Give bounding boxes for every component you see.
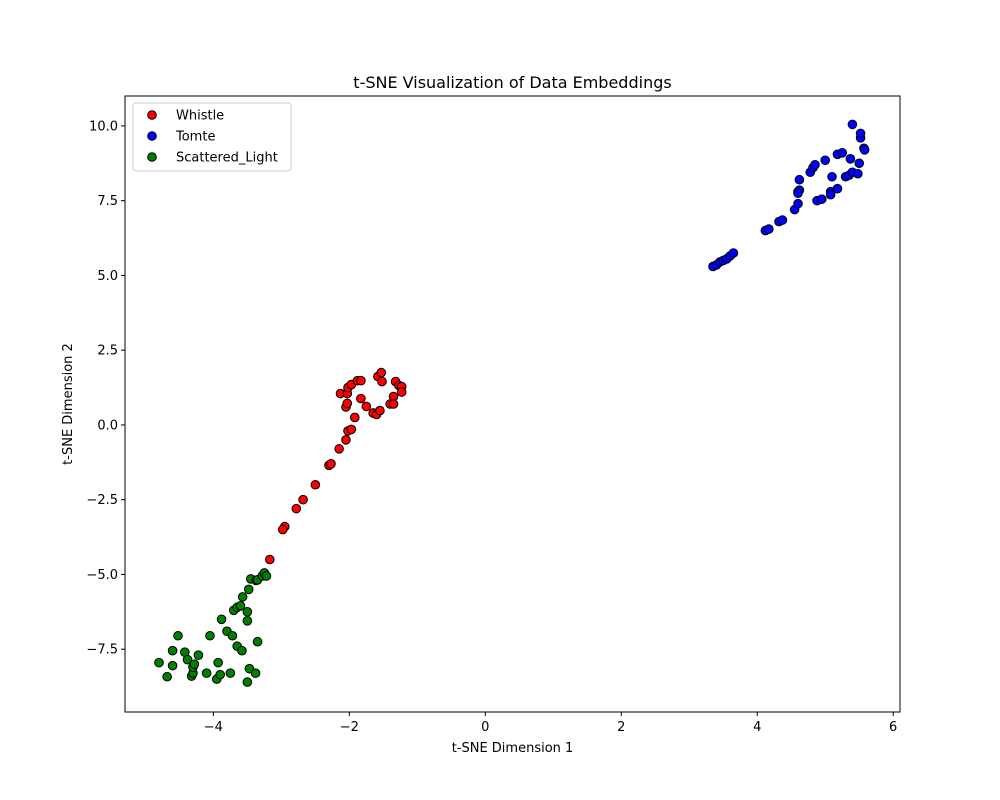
point-scattered-light — [216, 614, 227, 625]
x-axis: −4 −2 0 2 4 6 — [204, 712, 897, 735]
point-whistle — [349, 412, 360, 423]
point-scattered-light — [227, 630, 238, 641]
point-whistle — [341, 435, 351, 445]
x-tick-label: 6 — [889, 720, 897, 735]
point-whistle — [356, 375, 366, 386]
y-tick-label: −2.5 — [86, 493, 118, 508]
point-whistle — [334, 444, 344, 454]
plot-frame — [124, 95, 901, 713]
x-tick-label: 4 — [753, 720, 761, 735]
point-tomte — [854, 158, 865, 169]
point-tomte — [859, 145, 870, 155]
point-scattered-light — [235, 601, 246, 611]
point-scattered-light — [237, 592, 248, 602]
point-tomte — [853, 168, 863, 179]
legend-label-scattered-light: Scattered_Light — [176, 151, 278, 166]
point-scattered-light — [154, 657, 164, 668]
point-tomte — [728, 248, 739, 258]
point-tomte — [793, 188, 803, 198]
y-tick-label: 5.0 — [97, 269, 118, 284]
point-scattered-light — [182, 654, 193, 665]
x-tick-label: −2 — [340, 720, 359, 735]
y-tick-label: −7.5 — [86, 643, 118, 658]
point-whistle — [326, 459, 336, 469]
point-scattered-light — [242, 607, 253, 617]
point-scattered-light — [167, 660, 178, 671]
chart-title: t-SNE Visualization of Data Embeddings — [353, 73, 671, 92]
point-tomte — [794, 174, 805, 185]
point-whistle — [291, 503, 302, 514]
point-scattered-light — [201, 668, 212, 678]
point-scattered-light — [215, 669, 225, 680]
y-tick-label: 7.5 — [97, 194, 118, 209]
point-scattered-light — [162, 671, 172, 682]
point-scattered-light — [205, 630, 215, 641]
point-tomte — [820, 155, 831, 166]
point-scattered-light — [242, 677, 253, 687]
point-scattered-light — [252, 636, 263, 647]
y-tick-label: −5.0 — [86, 568, 118, 583]
point-tomte — [793, 198, 803, 209]
point-tomte — [827, 171, 837, 182]
point-scattered-light — [173, 630, 183, 641]
point-tomte — [855, 128, 866, 139]
point-whistle — [377, 376, 387, 387]
legend-label-tomte: Tomte — [175, 130, 215, 145]
legend: Whistle Tomte Scattered_Light — [132, 102, 292, 172]
point-scattered-light — [261, 571, 272, 581]
point-scattered-light — [213, 657, 223, 668]
point-whistle — [346, 424, 357, 435]
y-axis-label: t-SNE Dimension 2 — [61, 343, 76, 465]
point-tomte — [832, 183, 843, 194]
legend-marker-scattered-light — [147, 152, 157, 162]
y-tick-label: 10.0 — [89, 119, 118, 134]
x-axis-label: t-SNE Dimension 1 — [452, 741, 574, 756]
point-scattered-light — [237, 645, 247, 656]
plot-area — [125, 96, 900, 712]
point-tomte — [817, 194, 827, 204]
point-tomte — [825, 189, 836, 200]
data-points — [154, 119, 870, 687]
point-scattered-light — [243, 584, 254, 595]
point-scattered-light — [242, 615, 253, 626]
point-scattered-light — [250, 668, 261, 678]
x-tick-label: −4 — [204, 720, 223, 735]
point-whistle — [277, 524, 288, 535]
legend-box — [132, 102, 292, 172]
legend-label-whistle: Whistle — [176, 109, 224, 124]
point-whistle — [361, 401, 372, 412]
point-whistle — [388, 399, 399, 409]
point-whistle — [356, 393, 366, 404]
point-whistle — [298, 494, 308, 505]
point-whistle — [396, 387, 407, 397]
point-scattered-light — [167, 645, 178, 656]
point-tomte — [847, 119, 858, 130]
legend-marker-whistle — [147, 110, 157, 120]
point-scattered-light — [193, 650, 204, 660]
point-whistle — [376, 367, 387, 378]
point-whistle — [310, 479, 321, 490]
y-tick-label: 0.0 — [97, 418, 118, 433]
x-tick-label: 0 — [481, 720, 489, 735]
point-tomte — [845, 153, 856, 164]
y-tick-label: 2.5 — [97, 344, 118, 359]
point-tomte — [810, 159, 820, 170]
point-tomte — [763, 224, 774, 234]
point-tomte — [837, 148, 848, 158]
point-tomte — [777, 215, 788, 225]
point-whistle — [342, 398, 353, 409]
y-axis: −7.5 −5.0 −2.5 0.0 2.5 5.0 7.5 10.0 — [86, 119, 125, 658]
x-tick-label: 2 — [617, 720, 625, 735]
point-whistle — [265, 554, 275, 565]
point-whistle — [375, 405, 385, 416]
point-scattered-light — [189, 659, 200, 669]
legend-marker-tomte — [147, 131, 157, 141]
point-scattered-light — [225, 668, 236, 678]
